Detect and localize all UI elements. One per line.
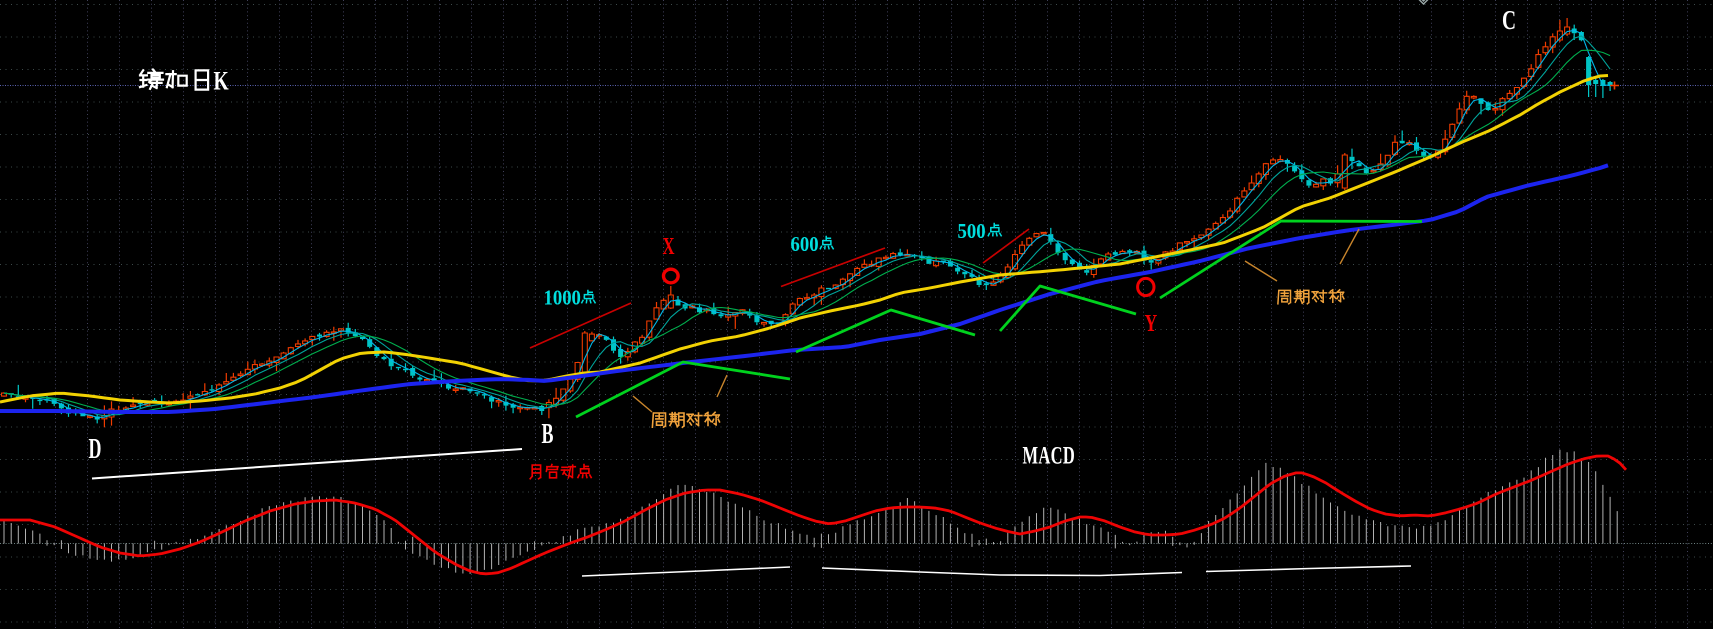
svg-text:MACD: MACD [1023, 441, 1076, 469]
svg-text:K: K [214, 67, 229, 95]
svg-text:1000: 1000 [544, 286, 581, 309]
svg-text:Y: Y [1145, 309, 1158, 337]
svg-text:500: 500 [958, 220, 986, 243]
svg-text:B: B [542, 419, 554, 450]
svg-text:C: C [1502, 6, 1516, 36]
svg-text:X: X [663, 232, 675, 260]
svg-text:D: D [89, 434, 102, 465]
svg-text:600: 600 [791, 233, 819, 256]
